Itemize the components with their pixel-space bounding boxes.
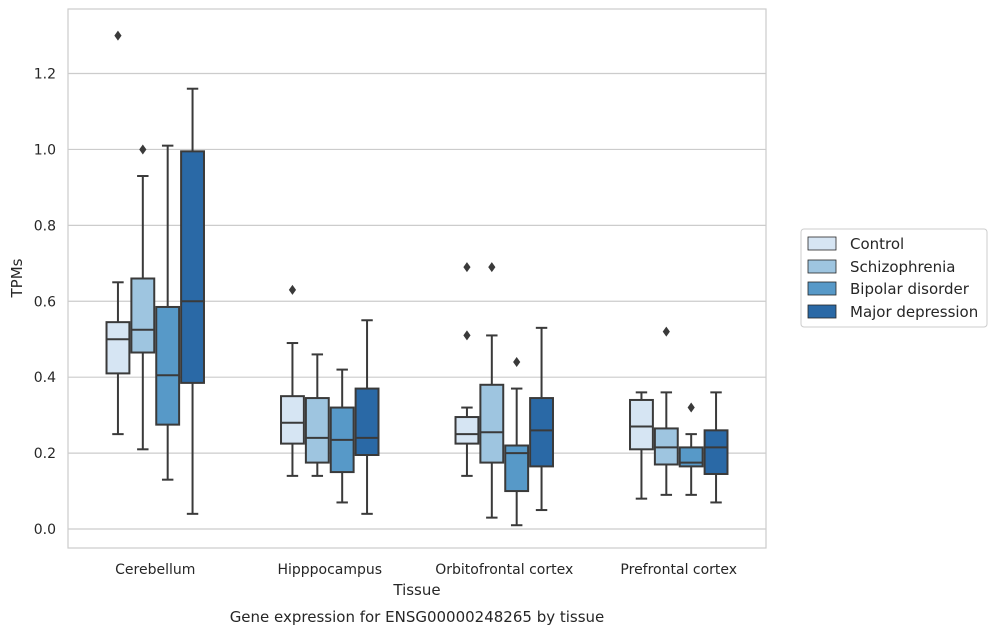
box-orbitofrontal-cortex-major-depression [529, 326, 554, 512]
y-tick-label: 1.2 [34, 67, 56, 83]
x-tick-label-prefrontal-cortex: Prefrontal cortex [620, 562, 737, 578]
outlier-point [488, 262, 496, 273]
legend-swatch-control [807, 236, 837, 251]
box-hipppocampus-schizophrenia [304, 353, 330, 477]
box-cerebellum-bipolar-disorder [155, 144, 181, 481]
y-tick-labels: 0.0 0.2 0.4 0.6 0.8 1.0 1.2 [34, 67, 56, 538]
x-tick-labels: Cerebellum Hipppocampus Orbitofrontal cort… [115, 562, 737, 578]
box-hipppocampus-control [280, 284, 305, 477]
outlier-point [513, 357, 521, 368]
legend-label-bipolar-disorder: Bipolar disorder [850, 280, 970, 298]
y-tick-label: 0.4 [34, 370, 56, 386]
iqr-box [304, 397, 330, 464]
y-tick-label: 0.6 [34, 294, 56, 310]
legend-label-control: Control [850, 235, 904, 253]
box-prefrontal-cortex-schizophrenia [653, 326, 679, 496]
y-axis-label: TPMs [8, 258, 26, 298]
legend-swatch-bipolar-disorder [807, 281, 837, 296]
box-cerebellum-schizophrenia [130, 144, 156, 451]
x-tick-label-hipppocampus: Hipppocampus [277, 562, 382, 578]
iqr-box [703, 429, 729, 475]
legend-swatch-schizophrenia [807, 259, 837, 274]
box-hipppocampus-bipolar-disorder [329, 368, 355, 504]
iqr-box [155, 305, 181, 426]
box-plots [105, 30, 729, 527]
box-prefrontal-cortex-bipolar-disorder [678, 402, 704, 496]
box-orbitofrontal-cortex-control [454, 262, 480, 477]
y-tick-label: 1.0 [34, 142, 56, 158]
box-prefrontal-cortex-control [629, 391, 654, 500]
iqr-box [280, 395, 305, 445]
legend-swatch-major-depression [807, 304, 837, 319]
box-orbitofrontal-cortex-bipolar-disorder [504, 357, 530, 527]
box-cerebellum-control [105, 30, 131, 436]
iqr-box [354, 387, 380, 457]
chart-caption: Gene expression for ENSG00000248265 by t… [230, 608, 605, 626]
y-tick-label: 0.2 [34, 446, 56, 462]
x-axis-label: Tissue [392, 581, 440, 599]
iqr-box [629, 398, 654, 451]
plot-frame [67, 8, 767, 549]
iqr-box [479, 383, 505, 464]
outlier-point [662, 326, 670, 337]
box-orbitofrontal-cortex-schizophrenia [479, 262, 505, 519]
box-prefrontal-cortex-major-depression [703, 391, 729, 504]
iqr-box [529, 397, 554, 468]
iqr-box [130, 277, 156, 354]
y-tick-label: 0.0 [34, 522, 56, 538]
iqr-box [454, 416, 480, 445]
box-hipppocampus-major-depression [354, 319, 380, 515]
outlier-point [463, 262, 471, 273]
y-tick-label: 0.8 [34, 218, 56, 234]
legend-frame [800, 228, 988, 328]
legend: Control Schizophrenia Bipolar disorder M… [800, 228, 988, 328]
x-tick-label-orbitofrontal-cortex: Orbitofrontal cortex [435, 562, 573, 578]
legend-label-major-depression: Major depression [850, 303, 978, 321]
outlier-point [288, 284, 297, 295]
x-tick-label-cerebellum: Cerebellum [115, 562, 195, 578]
outlier-point [687, 402, 695, 413]
outlier-point [114, 30, 122, 41]
outlier-point [139, 144, 147, 155]
outlier-point [463, 330, 471, 341]
iqr-box [180, 150, 205, 384]
box-cerebellum-major-depression [180, 87, 205, 515]
iqr-box [504, 444, 530, 493]
legend-label-schizophrenia: Schizophrenia [850, 258, 955, 276]
iqr-box [105, 321, 131, 375]
